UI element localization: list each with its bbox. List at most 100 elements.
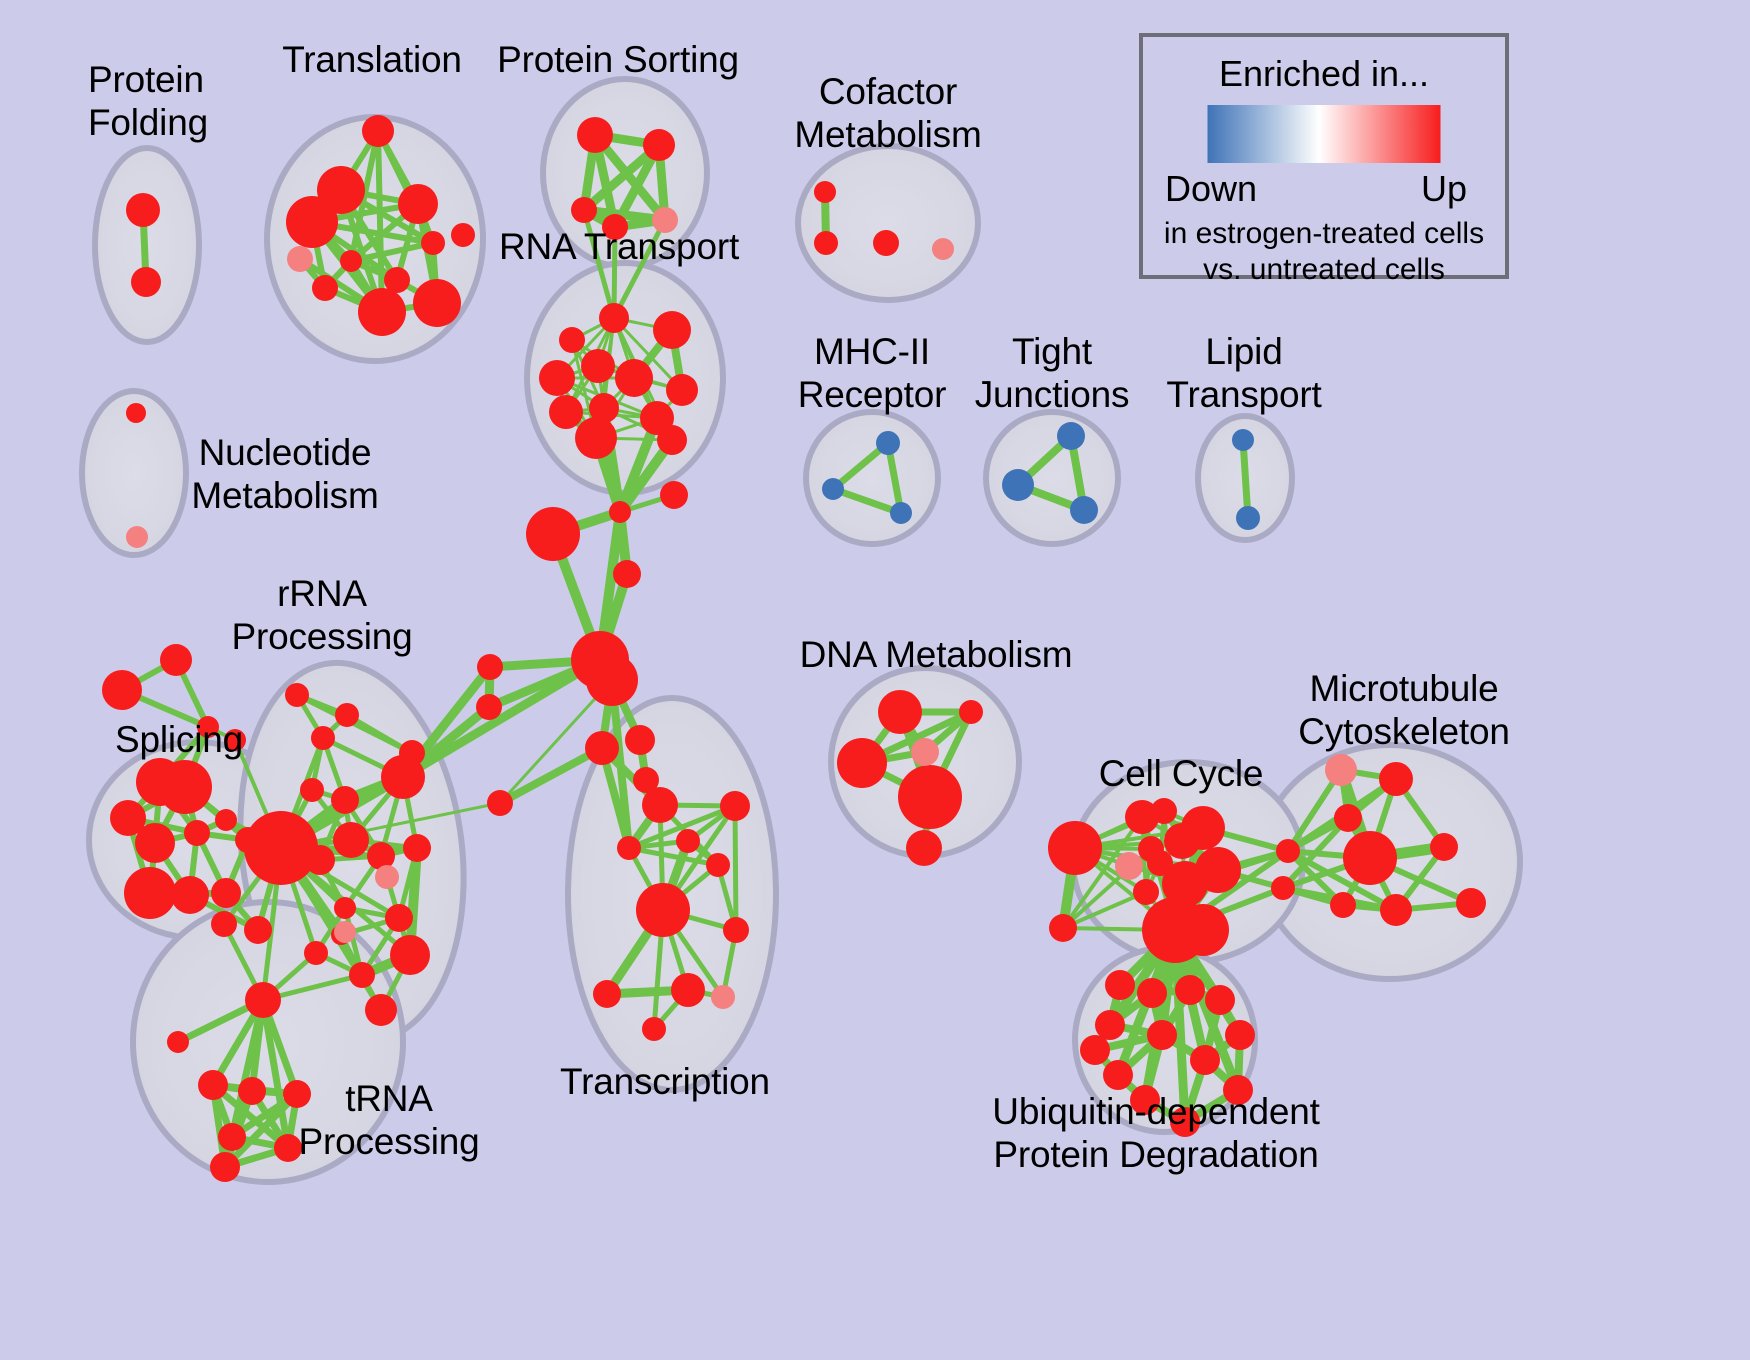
network-nodes xyxy=(102,115,1486,1182)
node xyxy=(526,507,580,561)
node xyxy=(911,738,939,766)
node xyxy=(403,834,431,862)
cluster-label-cell-cycle: Cell Cycle xyxy=(1098,753,1264,794)
cluster-ellipse-cofactor-metabolism xyxy=(795,143,981,303)
node xyxy=(210,1152,240,1182)
node xyxy=(1115,852,1143,880)
node xyxy=(335,703,359,727)
node xyxy=(124,867,176,919)
node xyxy=(959,700,983,724)
node xyxy=(413,279,461,327)
node xyxy=(286,196,338,248)
node xyxy=(577,117,613,153)
node xyxy=(1170,1107,1200,1137)
node xyxy=(1232,429,1254,451)
node xyxy=(362,115,394,147)
legend-subtitle-line-1: in estrogen-treated cells xyxy=(1163,217,1485,250)
node xyxy=(1057,422,1085,450)
node xyxy=(126,193,160,227)
node xyxy=(311,726,335,750)
node xyxy=(1190,1045,1220,1075)
node xyxy=(375,865,399,889)
node xyxy=(197,716,219,738)
node xyxy=(171,876,209,914)
node xyxy=(160,644,192,676)
cluster-label-tight-junctions: Tight Junctions xyxy=(974,331,1130,415)
legend-color-gradient-bar xyxy=(1207,105,1441,163)
node xyxy=(898,765,962,829)
node xyxy=(633,767,659,793)
legend-box: Enriched in... Down Up in estrogen-treat… xyxy=(1139,33,1509,286)
node xyxy=(581,349,615,383)
node xyxy=(575,417,617,459)
node xyxy=(384,267,410,293)
node xyxy=(617,836,641,860)
node xyxy=(211,878,241,908)
node xyxy=(365,994,397,1026)
node xyxy=(451,223,475,247)
node xyxy=(876,431,900,455)
cluster-label-splicing: Splicing xyxy=(115,719,243,760)
node xyxy=(238,1077,266,1105)
legend-title: Enriched in... xyxy=(1218,53,1430,94)
node xyxy=(304,941,328,965)
node xyxy=(274,1134,302,1162)
node xyxy=(421,231,445,255)
node xyxy=(814,231,838,255)
node xyxy=(1095,1010,1125,1040)
node xyxy=(476,694,502,720)
node xyxy=(385,904,413,932)
cluster-label-mhc-ii-receptor: MHC-II Receptor xyxy=(797,331,947,415)
node xyxy=(837,738,887,788)
node xyxy=(1456,888,1486,918)
node xyxy=(878,690,922,734)
node xyxy=(559,327,585,353)
node xyxy=(1105,970,1135,1000)
cluster-label-translation: Translation xyxy=(282,39,462,80)
node xyxy=(390,935,430,975)
node xyxy=(653,311,691,349)
node xyxy=(198,1070,228,1100)
node xyxy=(652,207,678,233)
node xyxy=(1195,847,1241,893)
legend-low-label: Down xyxy=(1165,168,1258,209)
node xyxy=(539,360,575,396)
node xyxy=(215,809,237,831)
node xyxy=(367,842,395,870)
node xyxy=(358,288,406,336)
node xyxy=(625,725,655,755)
node xyxy=(334,921,356,943)
node xyxy=(589,393,619,423)
node xyxy=(593,980,621,1008)
node xyxy=(1133,879,1159,905)
node xyxy=(349,962,375,988)
node xyxy=(723,917,749,943)
node xyxy=(126,403,146,423)
node xyxy=(1205,985,1235,1015)
node xyxy=(1223,1075,1253,1105)
node xyxy=(571,197,597,223)
node xyxy=(244,811,318,885)
node xyxy=(720,791,750,821)
cluster-label-microtubule-cytoskeleton: Microtubule Cytoskeleton xyxy=(1298,668,1510,752)
node xyxy=(657,425,687,455)
legend-high-label: Up xyxy=(1420,168,1467,209)
cluster-label-dna-metabolism: DNA Metabolism xyxy=(799,634,1073,675)
node xyxy=(245,982,281,1018)
node xyxy=(1080,1035,1110,1065)
node xyxy=(1236,506,1260,530)
node xyxy=(333,822,369,858)
cluster-label-nucleotide-metabolism: Nucleotide Metabolism xyxy=(191,432,379,516)
node xyxy=(660,481,688,509)
node xyxy=(1002,469,1034,501)
node xyxy=(167,1031,189,1053)
node xyxy=(932,238,954,260)
node xyxy=(609,501,631,523)
cluster-label-cofactor-metabolism: Cofactor Metabolism xyxy=(794,71,982,155)
node xyxy=(676,829,700,853)
cluster-ellipse-mhc-ii xyxy=(803,409,941,547)
node xyxy=(585,731,619,765)
node xyxy=(906,830,942,866)
node xyxy=(1048,821,1102,875)
node xyxy=(1380,894,1412,926)
